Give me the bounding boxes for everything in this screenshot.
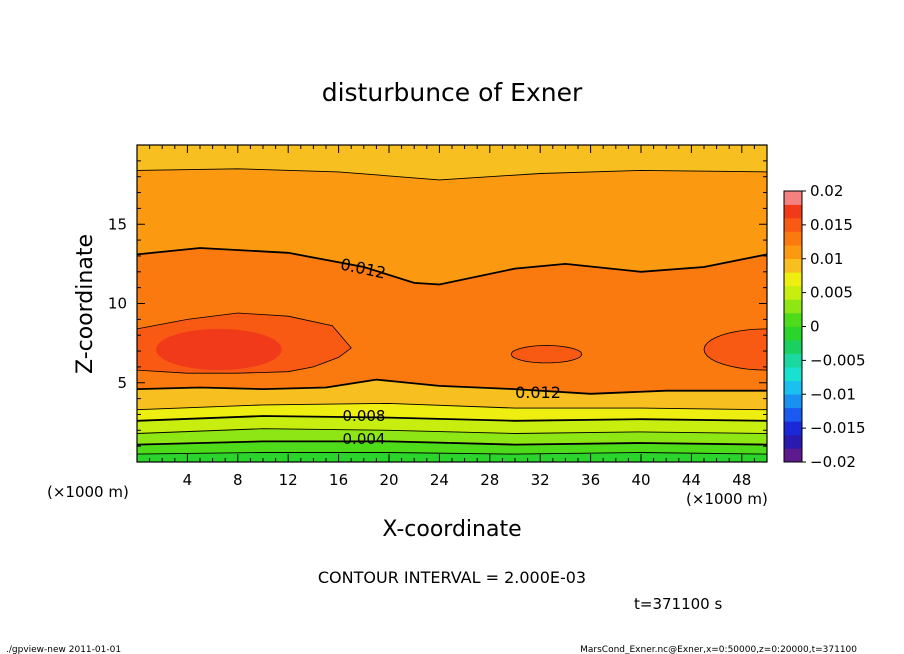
colorbar-swatch	[784, 245, 802, 260]
contour-line-thick-1	[137, 415, 767, 422]
y-axis-label: Z-coordinate	[73, 234, 98, 374]
colorbar-swatch	[784, 353, 802, 368]
colorbar-tick-label: 0	[810, 318, 820, 336]
x-unit-left: (×1000 m)	[47, 483, 129, 501]
colorbar-swatch	[784, 407, 802, 422]
band-0012	[137, 168, 767, 285]
colorbar-swatch	[784, 367, 802, 381]
colorbar-swatch	[784, 299, 802, 314]
colorbar-tick-label: −0.02	[810, 453, 856, 471]
colorbar-swatch	[784, 340, 802, 354]
time-label: t=371100 s	[634, 595, 722, 613]
x-tick-label: 40	[631, 471, 650, 489]
colorbar-swatch	[784, 312, 802, 327]
colorbar-tick-label: 0.02	[810, 182, 843, 200]
contour-label-lower: 0.012	[515, 383, 561, 402]
colorbar-swatch	[784, 394, 802, 409]
colorbar-swatch	[784, 191, 802, 205]
band-0002	[137, 441, 767, 455]
x-unit-right: (×1000 m)	[686, 490, 768, 508]
contour-label-004: 0.004	[343, 430, 386, 448]
x-tick-label: 24	[430, 471, 449, 489]
band-0016-mid	[511, 345, 582, 363]
x-tick-label: 16	[329, 471, 348, 489]
colorbar-swatch	[784, 326, 802, 341]
chart-title: disturbunce of Exner	[322, 78, 583, 107]
x-tick-label: 36	[581, 471, 600, 489]
x-axis-label: X-coordinate	[382, 517, 521, 542]
colorbar-swatch	[784, 434, 802, 449]
colorbar-swatch	[784, 218, 802, 232]
x-axis-ticks: 4 8 12 16 20 24 28 32 36 40 44 48	[149, 145, 755, 489]
contour-line-thick-0	[137, 440, 767, 446]
colorbar-tick-label: −0.01	[810, 385, 856, 403]
x-tick-label: 12	[279, 471, 298, 489]
x-tick-label: 32	[531, 471, 550, 489]
colorbar-tick-label: −0.005	[810, 351, 866, 369]
colorbar-tick-label: 0.015	[810, 216, 853, 234]
colorbar-swatch	[784, 258, 802, 273]
footer-right: MarsCond_Exner.nc@Exner,x=0:50000,z=0:20…	[580, 645, 857, 654]
band-0018-left	[155, 328, 282, 371]
contour-line-thin-2	[137, 402, 767, 411]
colorbar-swatch	[784, 448, 802, 463]
contour-line-thin-1	[137, 428, 767, 434]
contour-line-right	[703, 328, 767, 371]
x-tick-label: 48	[732, 471, 751, 489]
x-tick-label: 4	[183, 471, 193, 489]
colorbar-swatch	[784, 204, 802, 219]
x-tick-label: 8	[233, 471, 243, 489]
contour-line-thin-0	[137, 452, 767, 455]
contour-label-008: 0.008	[343, 407, 386, 425]
colorbar-swatch	[784, 231, 802, 246]
x-tick-label: 20	[379, 471, 398, 489]
contour-field	[137, 145, 767, 462]
band-0010	[137, 379, 767, 410]
colorbar-swatch	[784, 380, 802, 395]
colorbar-swatch	[784, 285, 802, 300]
contour-line-thick-2	[137, 378, 767, 395]
contour-interval: CONTOUR INTERVAL = 2.000E-03	[318, 568, 586, 587]
colorbar-tick-label: 0.005	[810, 284, 853, 302]
contour-line-lobe	[137, 312, 352, 374]
colorbar-tick-label: 0.01	[810, 250, 843, 268]
band-0000	[137, 452, 767, 462]
footer-left: ./gpview-new 2011-01-01	[6, 645, 121, 654]
band-0016-right	[704, 328, 767, 371]
colorbar-swatch	[784, 421, 802, 436]
contour-line-thick-3	[137, 247, 767, 286]
band-0008	[137, 403, 767, 421]
colorbar-swatch	[784, 272, 802, 287]
contour-lines	[137, 168, 767, 455]
y-tick-label: 15	[108, 215, 127, 233]
contour-line-thin-3	[137, 168, 767, 181]
y-tick-label: 5	[117, 374, 127, 392]
x-tick-label: 28	[480, 471, 499, 489]
contour-line-mid	[510, 345, 583, 364]
colorbar: 0.02 0.015 0.01 0.005 0 −0.005 −0.01 −0.015 −0.0…	[783, 182, 866, 471]
y-axis-ticks: 5 10 15	[108, 160, 767, 447]
y-tick-label: 10	[108, 295, 127, 313]
colorbar-tick-label: −0.015	[810, 419, 866, 437]
x-tick-label: 44	[682, 471, 701, 489]
